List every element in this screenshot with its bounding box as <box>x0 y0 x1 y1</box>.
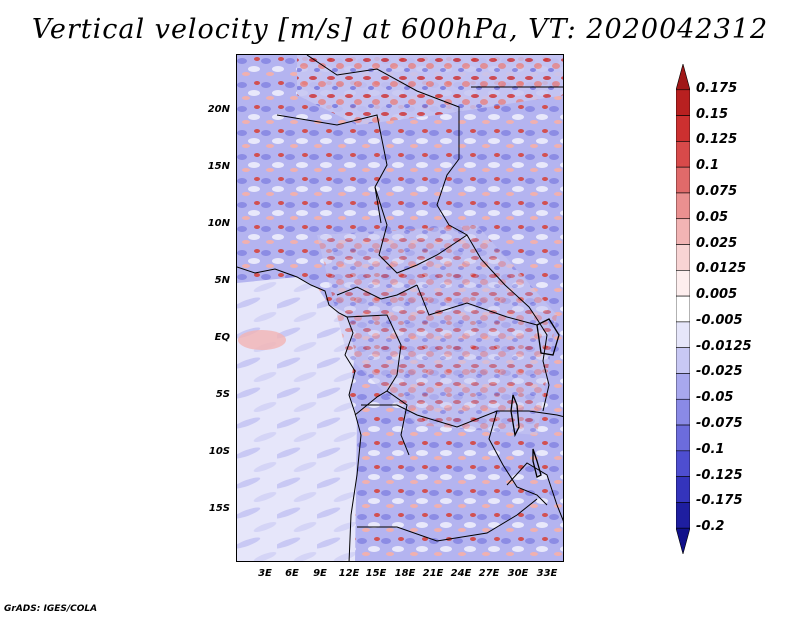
colorbar-segment <box>676 295 690 323</box>
lon-label: 24E <box>450 568 472 579</box>
lon-label: 9E <box>313 568 327 579</box>
colorbar-level-label: 0.175 <box>696 80 738 96</box>
colorbar-level-label: 0.15 <box>696 106 729 122</box>
colorbar-segment <box>676 398 690 426</box>
colorbar-level-label: -0.0125 <box>696 338 752 354</box>
colorbar-level-label: -0.175 <box>696 493 743 509</box>
colorbar-level-label: 0.05 <box>696 209 729 225</box>
colorbar-level-label: 0.1 <box>696 158 720 174</box>
colorbar-segment <box>676 450 690 477</box>
sahel-convection <box>297 55 563 125</box>
map-title: Vertical velocity [m/s] at 600hPa, VT: 2… <box>31 14 769 45</box>
colorbar-level-label: -0.2 <box>696 519 725 535</box>
colorbar-level-label: -0.005 <box>696 312 743 328</box>
colorbar-level-label: -0.125 <box>696 467 743 483</box>
lat-label: 5N <box>214 275 230 286</box>
lat-label: 15N <box>207 161 230 172</box>
colorbar-segment <box>676 373 690 400</box>
lat-label: 20N <box>207 104 230 115</box>
lon-label: 6E <box>285 568 299 579</box>
colorbar-segment <box>676 166 690 194</box>
colorbar-segment <box>676 244 690 271</box>
colorbar-segment <box>676 141 690 168</box>
lat-label: 5S <box>215 389 230 400</box>
lake-outlines <box>510 318 560 478</box>
lon-label: 27E <box>478 568 500 579</box>
colorbar-level-label: 0.0125 <box>696 261 747 277</box>
colorbar-level-label: 0.025 <box>696 235 738 251</box>
colorbar-segment <box>676 192 690 220</box>
colorbar-segment <box>676 424 690 452</box>
colorbar-level-label: -0.05 <box>696 390 734 406</box>
velocity-field <box>237 55 563 561</box>
congo-convection <box>317 225 557 435</box>
country-borders <box>237 55 563 561</box>
lon-label: 30E <box>507 568 529 579</box>
colorbar-level-label: -0.075 <box>696 416 743 432</box>
colorbar-level-label: -0.025 <box>696 364 743 380</box>
colorbar-level-label: 0.125 <box>696 132 738 148</box>
lon-label: 21E <box>422 568 444 579</box>
lat-label: 10N <box>207 218 230 229</box>
colorbar-level-label: -0.1 <box>696 441 725 457</box>
lon-label: 18E <box>394 568 416 579</box>
lon-label: 3E <box>258 568 272 579</box>
colorbar-segment <box>676 321 690 348</box>
colorbar-segment <box>676 347 690 374</box>
colorbar-segment <box>676 476 690 503</box>
ocean-updraft <box>238 330 286 350</box>
colorbar-level-label: 0.005 <box>696 287 738 303</box>
colorbar-segment <box>676 270 690 297</box>
lat-label: EQ <box>214 332 230 343</box>
map-panel <box>236 54 564 562</box>
colorbar-segment <box>676 64 690 91</box>
lon-label: 12E <box>338 568 360 579</box>
colorbar-segment <box>676 527 690 554</box>
colorbar-segment <box>676 218 690 245</box>
colorbar-segment <box>676 89 690 116</box>
lon-label: 15E <box>365 568 387 579</box>
colorbar-segment <box>676 115 690 142</box>
colorbar <box>676 64 690 554</box>
colorbar-segment <box>676 502 690 529</box>
lat-label: 10S <box>208 446 230 457</box>
lat-label: 15S <box>208 503 230 514</box>
credit-text: GrADS: IGES/COLA <box>4 604 98 614</box>
lon-label: 33E <box>536 568 558 579</box>
colorbar-level-label: 0.075 <box>696 183 738 199</box>
